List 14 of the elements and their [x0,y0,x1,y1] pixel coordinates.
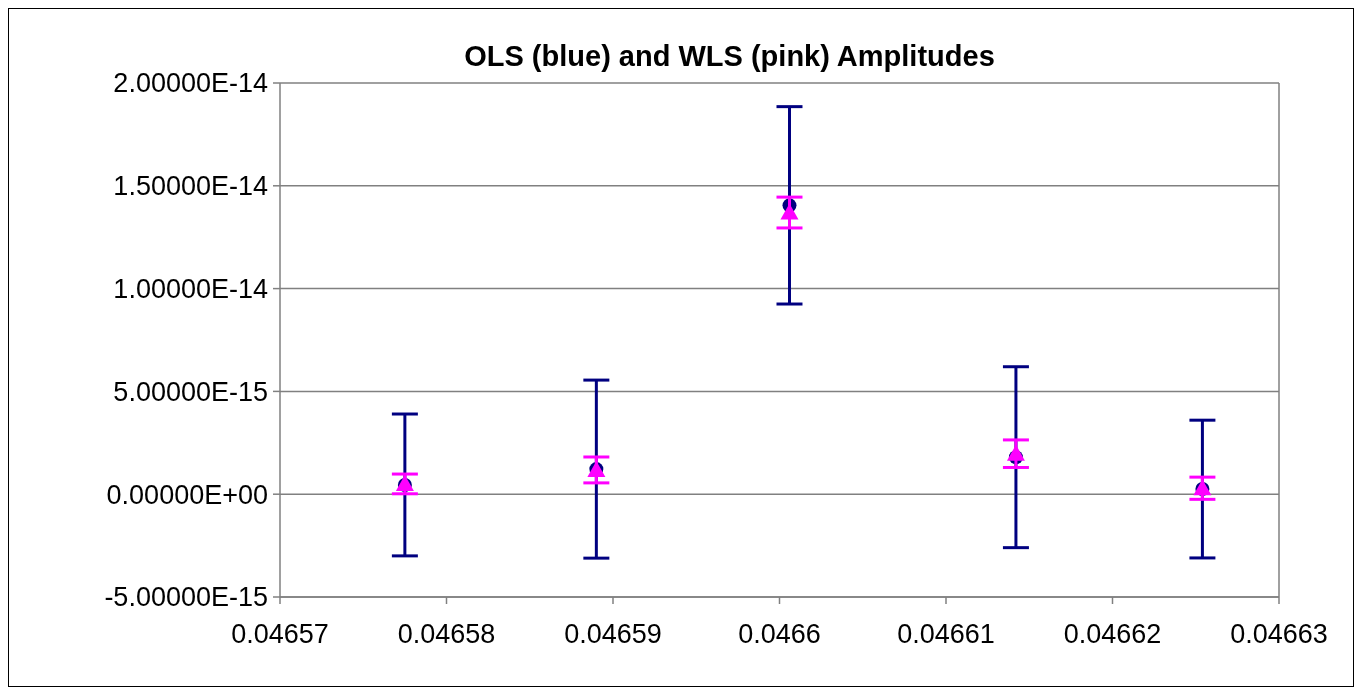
chart-title: OLS (blue) and WLS (pink) Amplitudes [464,40,995,72]
x-tick-label: 0.04657 [231,619,329,649]
y-tick-label: 5.00000E-15 [113,376,268,407]
y-tick-label: 0.00000E+00 [106,479,268,510]
y-tick-label: 1.00000E-14 [113,274,268,305]
y-tick-label: 1.50000E-14 [113,171,268,202]
y-tick-label: -5.00000E-15 [104,582,268,613]
x-tick-label: 0.04663 [1230,619,1328,649]
x-tick-label: 0.04662 [1063,619,1162,649]
x-tick-label: 0.04658 [397,619,496,649]
y-tick-label: 2.00000E-14 [113,68,268,99]
x-tick-label: 0.04659 [564,619,662,649]
x-tick-label: 0.04661 [897,619,995,649]
x-tick-label: 0.0466 [738,619,821,649]
